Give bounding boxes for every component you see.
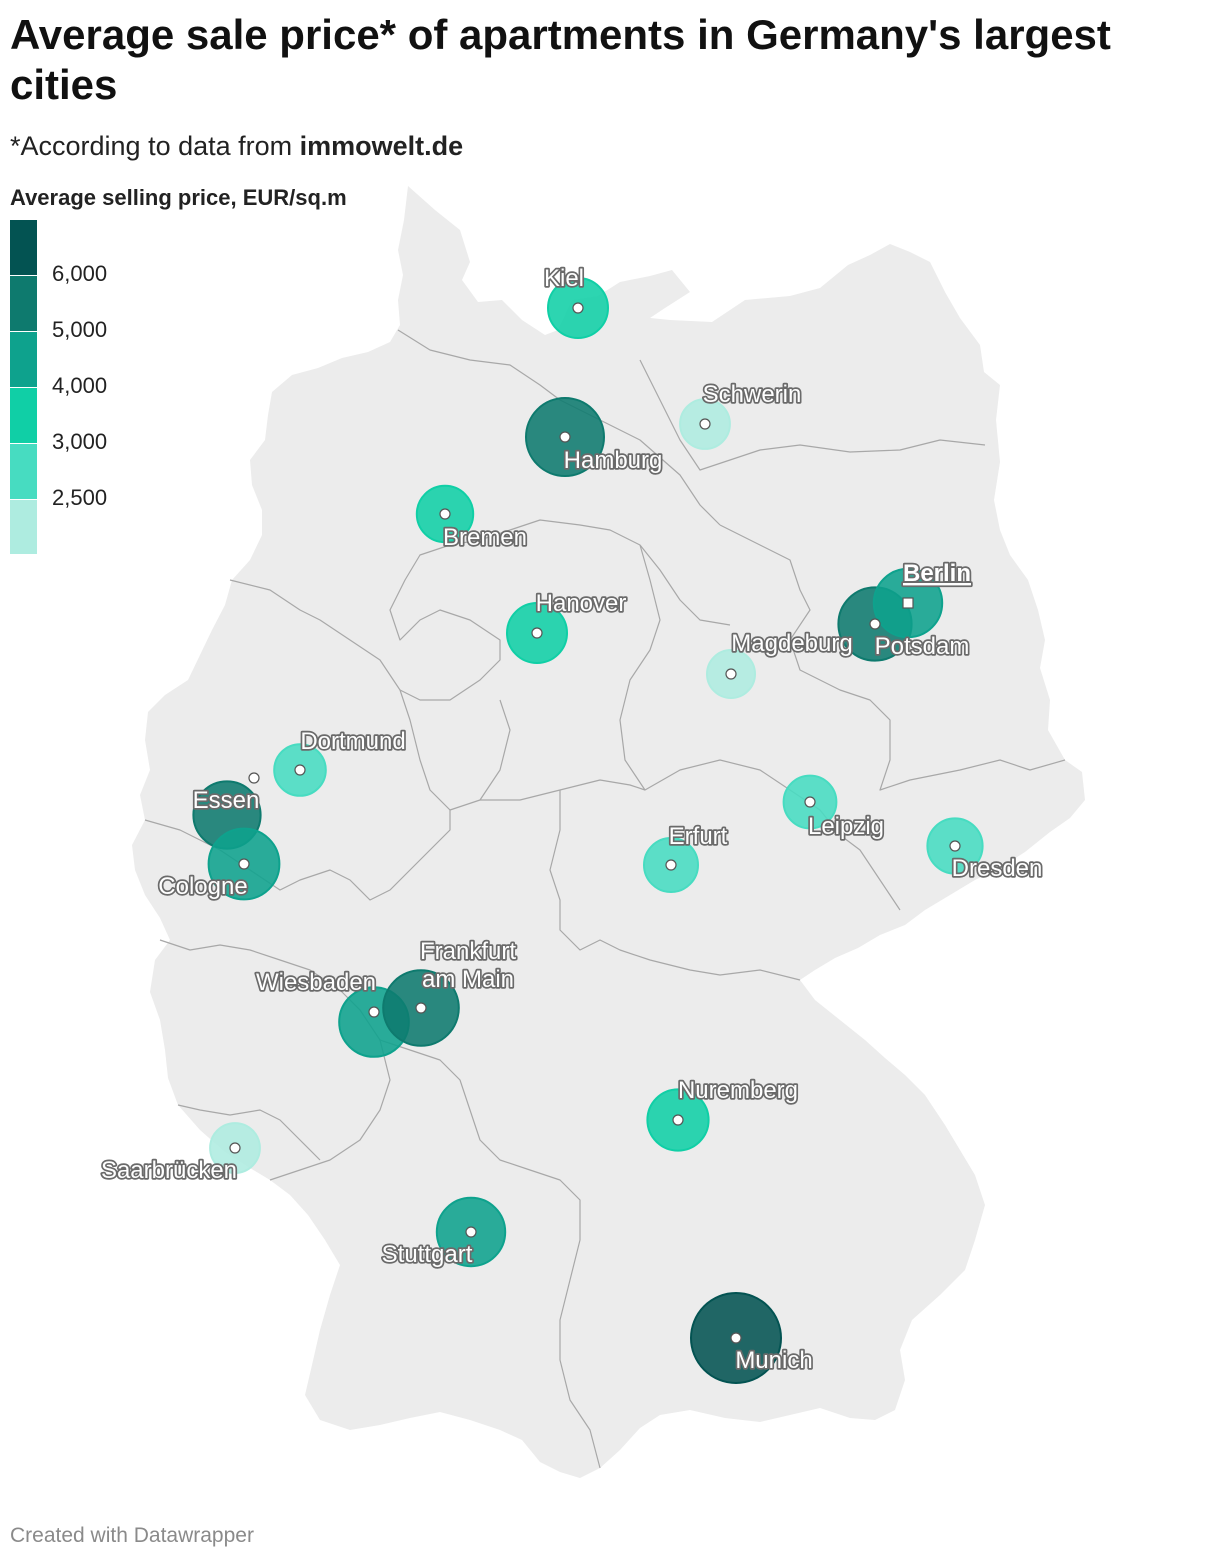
city-label-cologne: Cologne xyxy=(158,873,247,900)
legend-tick-line xyxy=(10,443,46,444)
city-label-dortmund: Dortmund xyxy=(300,728,405,755)
city-label-stuttgart: Stuttgart xyxy=(382,1241,473,1268)
city-marker-stuttgart xyxy=(465,1226,477,1238)
city-label-munich: Munich xyxy=(735,1347,812,1374)
legend-swatch-2 xyxy=(10,276,37,332)
city-label-kiel: Kiel xyxy=(544,265,584,292)
city-label-line: Cologne xyxy=(158,873,247,900)
city-label-potsdam: Potsdam xyxy=(875,633,970,660)
city-label-magdeburg: Magdeburg xyxy=(731,630,852,657)
city-label-line: Dresden xyxy=(952,855,1043,882)
city-label-line: Leipzig xyxy=(808,813,884,840)
city-label-berlin: Berlin xyxy=(903,560,971,587)
legend-tick-label: 4,000 xyxy=(52,373,108,398)
city-label-wiesbaden: Wiesbaden xyxy=(256,969,376,996)
city-marker-potsdam xyxy=(869,618,881,630)
city-label-hamburg: Hamburg xyxy=(564,447,663,474)
city-label-line: Stuttgart xyxy=(382,1241,473,1268)
city-marker-kiel xyxy=(572,302,584,314)
city-marker-hanover xyxy=(531,627,543,639)
city-marker-dortmund xyxy=(294,764,306,776)
city-marker-magdeburg xyxy=(725,668,737,680)
legend-tick-line xyxy=(10,331,46,332)
city-label-erfurt: Erfurt xyxy=(669,823,728,850)
legend-swatch-6 xyxy=(10,500,37,554)
city-marker-munich xyxy=(730,1332,742,1344)
city-marker-leipzig xyxy=(804,796,816,808)
city-label-line: Hanover xyxy=(536,590,627,617)
subtitle-prefix: *According to data from xyxy=(10,131,300,161)
city-label-line: Essen xyxy=(193,787,260,814)
city-label-line: Bremen xyxy=(443,524,527,551)
city-marker-nuremberg xyxy=(672,1114,684,1126)
city-label-line: Schwerin xyxy=(703,381,802,408)
city-marker-schwerin xyxy=(699,418,711,430)
city-label-essen: Essen xyxy=(193,787,260,814)
legend-swatch-5 xyxy=(10,444,37,500)
city-marker-cologne xyxy=(238,858,250,870)
legend-tick-label: 3,000 xyxy=(52,429,108,454)
city-label-leipzig: Leipzig xyxy=(808,813,884,840)
city-marker-berlin xyxy=(902,597,914,609)
city-label-dresden: Dresden xyxy=(952,855,1043,882)
city-label-line: Kiel xyxy=(544,265,584,292)
legend-tick-label: 6,000 xyxy=(52,261,108,286)
city-label-line: Saarbrücken xyxy=(101,1157,237,1184)
subtitle-source: immowelt.de xyxy=(299,131,464,161)
city-label-schwerin: Schwerin xyxy=(703,381,802,408)
city-label-bremen: Bremen xyxy=(443,524,527,551)
city-label-line: Magdeburg xyxy=(731,630,852,657)
city-label-line: Munich xyxy=(735,1347,812,1374)
city-marker-hamburg xyxy=(559,431,571,443)
legend-swatch-4 xyxy=(10,388,37,444)
city-label-saarbr-cken: Saarbrücken xyxy=(101,1157,237,1184)
city-label-line: Potsdam xyxy=(875,633,970,660)
city-marker-frankfurt-am-main xyxy=(415,1002,427,1014)
chart-title: Average sale price* of apartments in Ger… xyxy=(10,11,1111,108)
germany-land xyxy=(132,186,1085,1478)
city-label-line: Hamburg xyxy=(564,447,663,474)
chart-subtitle: *According to data from immowelt.de xyxy=(10,128,463,164)
city-label-line: Wiesbaden xyxy=(256,969,376,996)
city-marker-bremen xyxy=(439,508,451,520)
legend-tick-label: 2,500 xyxy=(52,485,108,510)
legend-swatch-3 xyxy=(10,332,37,388)
city-marker-essen xyxy=(248,772,260,784)
city-label-line: Erfurt xyxy=(669,823,728,850)
city-label-frankfurt-am-main: Frankfurt am Main xyxy=(420,938,516,993)
city-label-line: Frankfurt xyxy=(420,938,516,965)
city-label-line: Dortmund xyxy=(300,728,405,755)
legend-tick-label: 5,000 xyxy=(52,317,108,342)
legend-tick-line xyxy=(10,499,46,500)
city-label-line: am Main xyxy=(422,966,514,993)
legend-tick-line xyxy=(10,275,46,276)
legend-title: Average selling price, EUR/sq.m xyxy=(10,185,347,210)
footer-credit: Created with Datawrapper xyxy=(10,1524,254,1547)
city-marker-dresden xyxy=(949,840,961,852)
city-label-line: Berlin xyxy=(903,560,971,587)
city-label-hanover: Hanover xyxy=(536,590,627,617)
city-marker-wiesbaden xyxy=(368,1006,380,1018)
city-label-line: Nuremberg xyxy=(678,1077,798,1104)
legend-tick-line xyxy=(10,387,46,388)
legend-swatch-1 xyxy=(10,220,37,276)
city-labels: Kiel Schwerin Hamburg Bremen Hanover Potsdam B… xyxy=(99,264,1044,1376)
city-label-nuremberg: Nuremberg xyxy=(678,1077,798,1104)
color-legend: 6,000 5,000 4,000 3,000 2,500 xyxy=(10,220,130,554)
city-marker-erfurt xyxy=(665,859,677,871)
city-marker-saarbr-cken xyxy=(229,1142,241,1154)
